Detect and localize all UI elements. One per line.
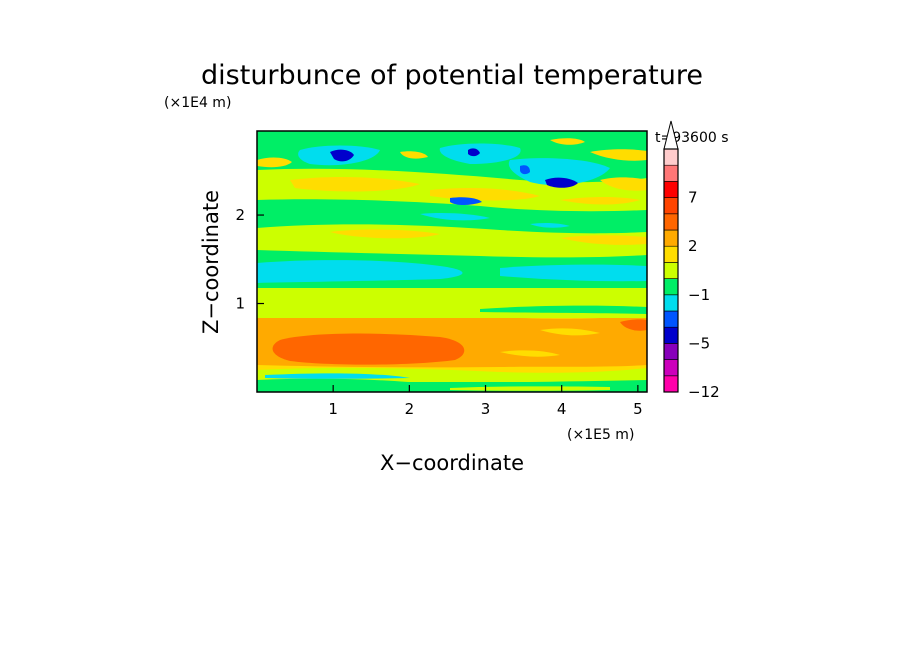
x-tick-label: 2 xyxy=(405,400,415,418)
colorbar-level xyxy=(663,148,679,166)
colorbar-label: −12 xyxy=(688,383,720,401)
colorbar-level xyxy=(663,181,679,198)
y-tick-label: 2 xyxy=(235,206,245,224)
colorbar-level xyxy=(663,278,679,296)
colorbar-level xyxy=(663,245,679,263)
colorbar-level xyxy=(663,326,679,344)
x-axis: 1 2 3 4 5 xyxy=(328,385,643,418)
chart-title: disturbunce of potential temperature xyxy=(201,60,703,91)
colorbar-frame xyxy=(663,148,679,393)
colorbar-level xyxy=(663,343,679,360)
x-tick-label: 1 xyxy=(328,400,338,418)
x-unit-label: (×1E5 m) xyxy=(567,427,634,443)
plot-frame xyxy=(256,130,648,393)
colorbar-level xyxy=(663,294,679,312)
colorbar-label: −1 xyxy=(688,286,710,304)
colorbar-level xyxy=(663,197,679,215)
colorbar-level xyxy=(663,310,679,328)
x-axis-title: X−coordinate xyxy=(380,451,524,475)
y-unit-label: (×1E4 m) xyxy=(164,95,231,111)
y-axis-title: Z−coordinate xyxy=(199,190,223,334)
x-tick-label: 5 xyxy=(633,400,643,418)
colorbar-level xyxy=(663,213,679,231)
y-axis: 12 xyxy=(235,206,264,313)
colorbar-level xyxy=(663,229,679,247)
contour-field xyxy=(257,131,647,392)
colorbar-level xyxy=(663,359,679,377)
colorbar-level xyxy=(663,164,679,182)
colorbar-level xyxy=(663,262,679,279)
colorbar-label: 2 xyxy=(688,237,698,255)
x-tick-label: 3 xyxy=(481,400,491,418)
colorbar-label: 7 xyxy=(688,189,698,207)
colorbar-label: −5 xyxy=(688,334,710,352)
colorbar-level xyxy=(663,375,679,393)
x-tick-label: 4 xyxy=(557,400,567,418)
colorbar: 7 2 −1 −5 −12 xyxy=(663,120,720,401)
y-tick-label: 1 xyxy=(235,295,245,313)
